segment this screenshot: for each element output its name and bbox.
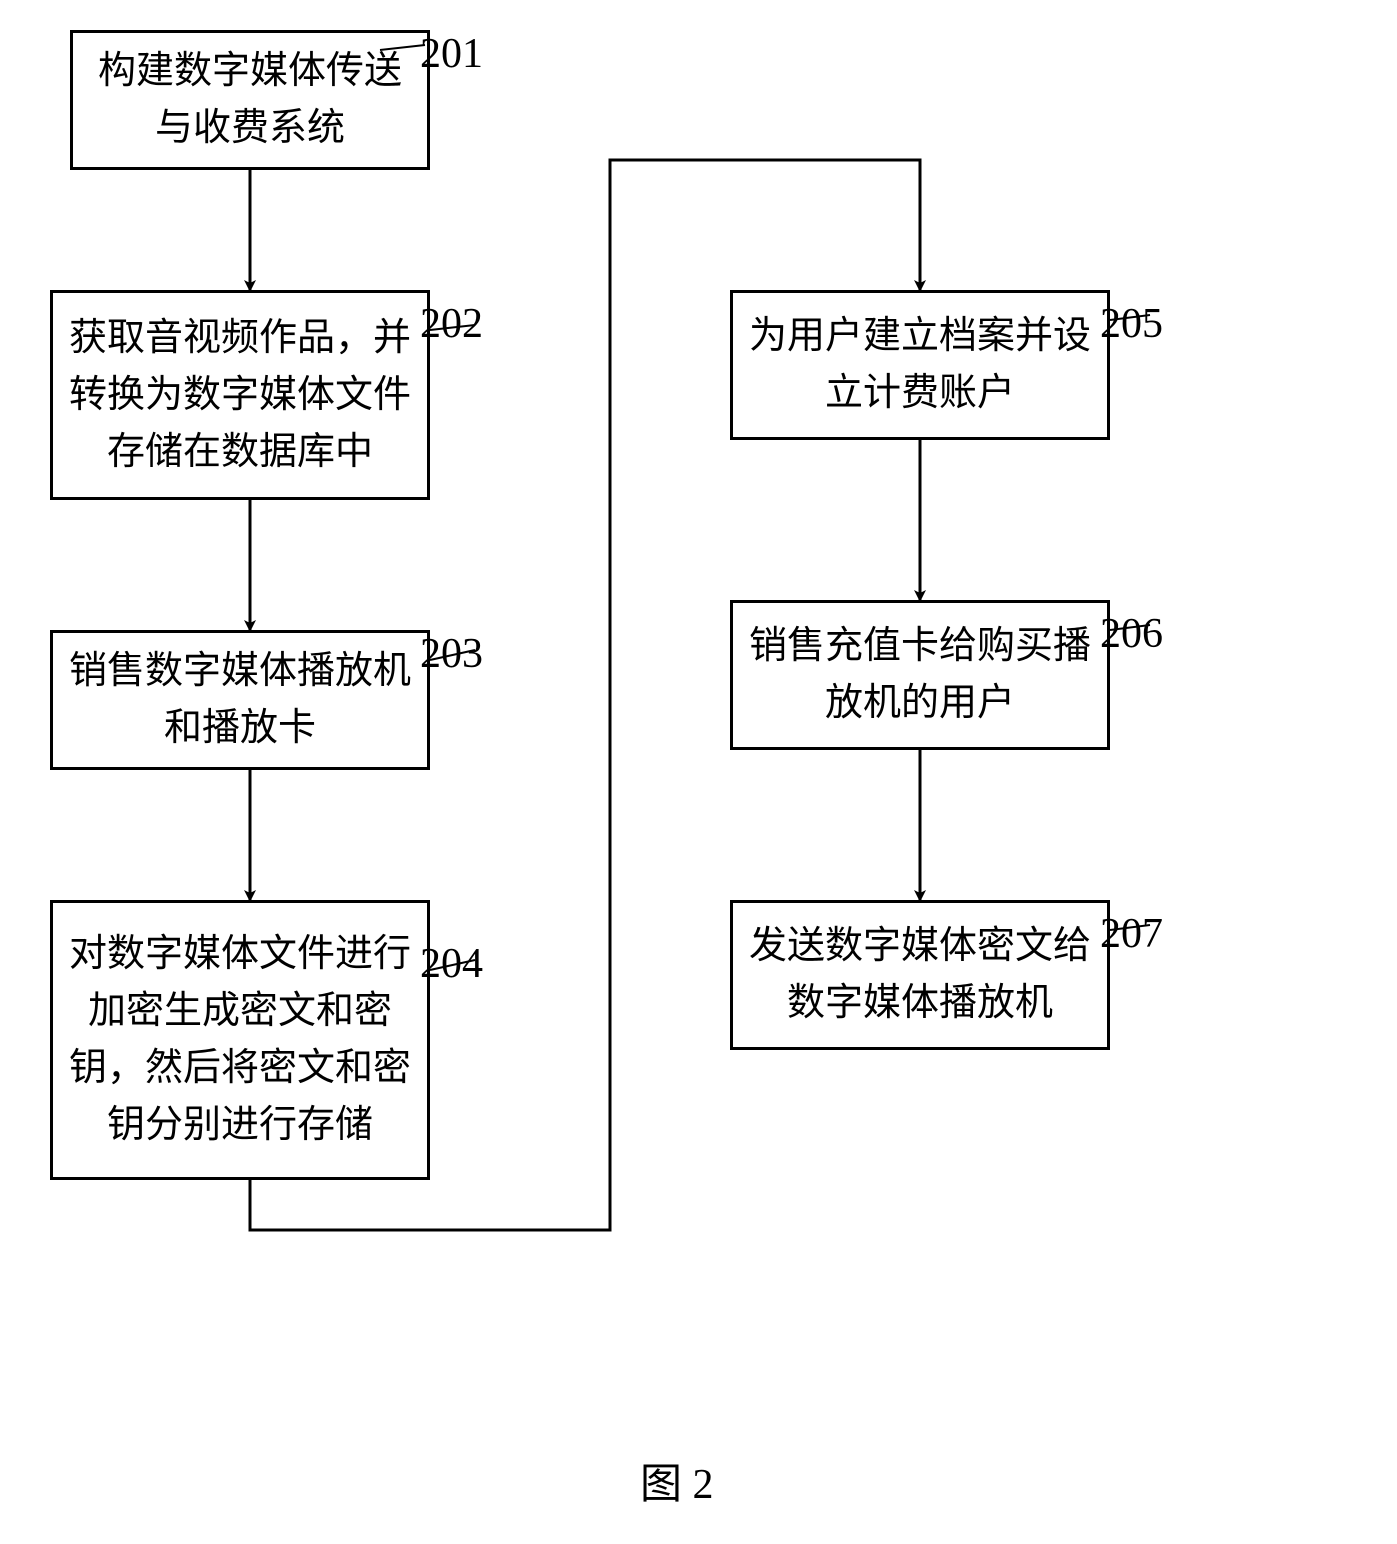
figure-caption: 图 2	[640, 1450, 714, 1511]
flow-node-text: 发送数字媒体密文给数字媒体播放机	[749, 918, 1091, 1032]
flow-node-205: 为用户建立档案并设立计费账户	[730, 290, 1110, 440]
flow-node-text: 构建数字媒体传送与收费系统	[98, 43, 402, 157]
flow-node-201: 构建数字媒体传送与收费系统	[70, 30, 430, 170]
flow-node-207: 发送数字媒体密文给数字媒体播放机	[730, 900, 1110, 1050]
flow-node-206: 销售充值卡给购买播放机的用户	[730, 600, 1110, 750]
flow-node-text: 获取音视频作品，并转换为数字媒体文件存储在数据库中	[69, 310, 411, 481]
flow-node-text: 销售数字媒体播放机和播放卡	[69, 643, 411, 757]
flow-label-206: 206	[1100, 610, 1163, 658]
flow-node-203: 销售数字媒体播放机和播放卡	[50, 630, 430, 770]
flow-label-201: 201	[420, 30, 483, 78]
flow-label-203: 203	[420, 630, 483, 678]
flow-node-text: 对数字媒体文件进行加密生成密文和密钥，然后将密文和密钥分别进行存储	[69, 926, 411, 1154]
flow-label-205: 205	[1100, 300, 1163, 348]
flow-node-text: 为用户建立档案并设立计费账户	[749, 308, 1091, 422]
flow-label-207: 207	[1100, 910, 1163, 958]
flow-node-204: 对数字媒体文件进行加密生成密文和密钥，然后将密文和密钥分别进行存储	[50, 900, 430, 1180]
flow-node-text: 销售充值卡给购买播放机的用户	[749, 618, 1091, 732]
flow-label-202: 202	[420, 300, 483, 348]
flow-label-204: 204	[420, 940, 483, 988]
flow-node-202: 获取音视频作品，并转换为数字媒体文件存储在数据库中	[50, 290, 430, 500]
flow-connectors	[0, 0, 1397, 1544]
